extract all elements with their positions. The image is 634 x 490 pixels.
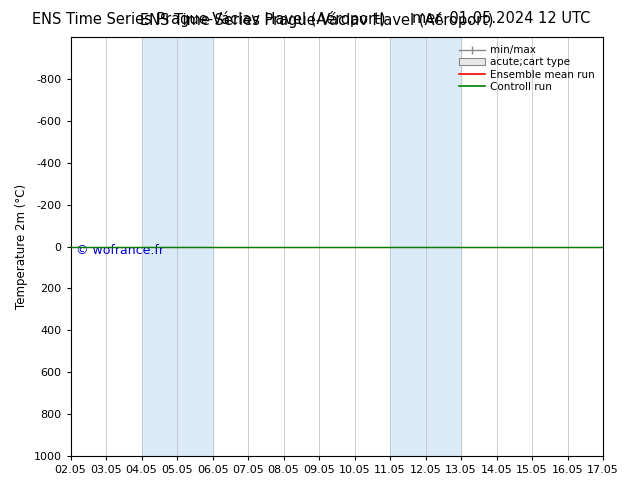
Text: mer. 01.05.2024 12 UTC: mer. 01.05.2024 12 UTC bbox=[411, 11, 590, 26]
Text: ENS Time Series Prague-Václav Havel (Aéroport): ENS Time Series Prague-Václav Havel (Aér… bbox=[32, 11, 386, 27]
Legend: min/max, acute;cart type, Ensemble mean run, Controll run: min/max, acute;cart type, Ensemble mean … bbox=[456, 42, 598, 95]
Text: ENS Time Series Prague-Václav Havel (Aéroport): ENS Time Series Prague-Václav Havel (Aér… bbox=[140, 12, 494, 28]
Bar bbox=[390, 37, 461, 456]
Y-axis label: Temperature 2m (°C): Temperature 2m (°C) bbox=[15, 184, 28, 309]
Bar bbox=[141, 37, 212, 456]
Text: © wofrance.fr: © wofrance.fr bbox=[76, 245, 164, 257]
